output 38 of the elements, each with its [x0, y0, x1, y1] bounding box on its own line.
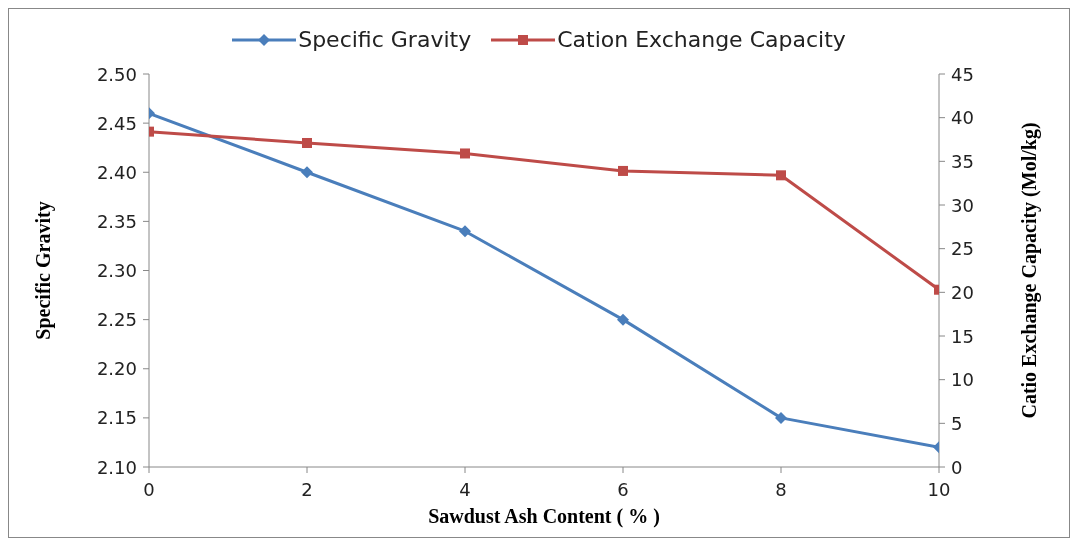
- y-tick-label: 2.45: [96, 112, 137, 134]
- y2-axis-title: Catio Exchange Capacity (Mol/kg): [1018, 122, 1042, 419]
- y2-tick-label: 40: [951, 107, 974, 129]
- y2-tick-label: 35: [951, 150, 974, 172]
- y-tick-label: 2.15: [96, 407, 137, 429]
- y2-tick-label: 20: [951, 281, 974, 303]
- point: [618, 165, 628, 176]
- point: [302, 137, 312, 148]
- y2-tick-label: 25: [951, 238, 974, 260]
- point: [459, 225, 471, 238]
- point: [775, 411, 787, 424]
- y-tick-label: 2.35: [96, 210, 137, 232]
- y-tick-label: 2.30: [96, 260, 137, 281]
- x-tick-label: 6: [617, 478, 629, 500]
- point: [301, 166, 313, 179]
- point: [776, 170, 786, 181]
- y2-tick-label: 45: [951, 63, 974, 85]
- y-tick-label: 2.50: [96, 63, 137, 85]
- legend-label: Cation Exchange Capacity: [557, 27, 846, 52]
- y-axis-title: Specific Gravity: [32, 201, 56, 340]
- y2-tick-label: 30: [951, 194, 974, 216]
- y-tick-label: 2.40: [96, 161, 137, 183]
- x-tick-label: 8: [775, 478, 787, 500]
- y2-tick-label: 15: [951, 325, 974, 347]
- point: [460, 148, 470, 159]
- x-axis-title: Sawdust Ash Content ( % ): [428, 505, 660, 528]
- y-tick-label: 2.20: [96, 358, 137, 380]
- y-tick-label: 2.25: [96, 309, 137, 331]
- legend-label: Specific Gravity: [298, 27, 472, 52]
- y-tick-label: 2.10: [96, 456, 137, 478]
- x-tick-label: 10: [927, 478, 951, 500]
- y2-tick-label: 10: [951, 369, 974, 391]
- x-tick-label: 0: [143, 478, 155, 500]
- y2-tick-label: 5: [951, 412, 963, 434]
- y2-tick-label: 0: [951, 456, 963, 478]
- x-tick-label: 2: [301, 478, 313, 500]
- point: [617, 313, 629, 326]
- x-tick-label: 4: [459, 478, 471, 500]
